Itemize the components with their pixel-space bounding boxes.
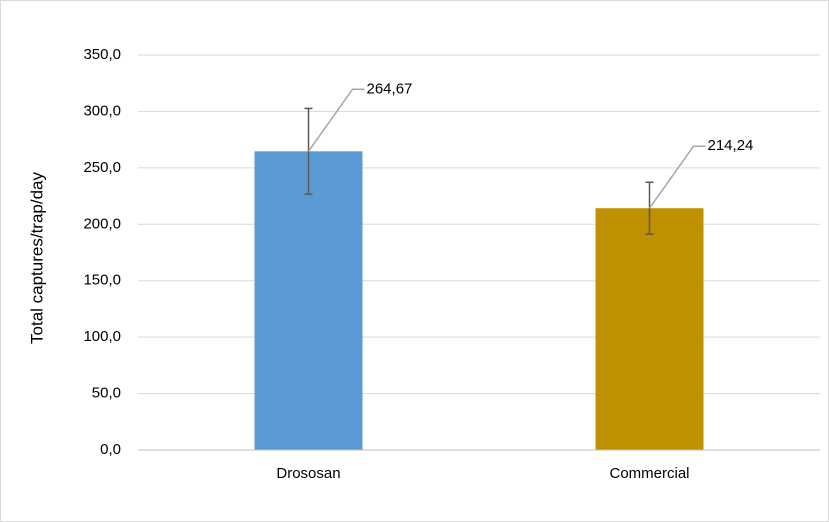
bar: [254, 151, 363, 450]
y-tick-label: 0,0: [100, 441, 121, 458]
y-tick-label: 250,0: [83, 159, 121, 176]
data-label: 264,67: [367, 80, 413, 97]
leader-line: [648, 145, 706, 209]
y-tick-label: 150,0: [83, 272, 121, 289]
y-tick-label: 300,0: [83, 102, 121, 119]
data-label: 214,24: [708, 137, 754, 154]
y-axis-title: Total captures/trap/day: [27, 172, 46, 344]
y-tick-label: 50,0: [92, 385, 121, 402]
x-tick-label: Commercial: [609, 465, 689, 482]
y-tick-label: 100,0: [83, 328, 121, 345]
leader-line: [307, 88, 365, 152]
y-tick-label: 350,0: [83, 46, 121, 63]
bar: [595, 208, 704, 450]
y-tick-label: 200,0: [83, 215, 121, 232]
x-tick-label: Drososan: [276, 465, 340, 482]
